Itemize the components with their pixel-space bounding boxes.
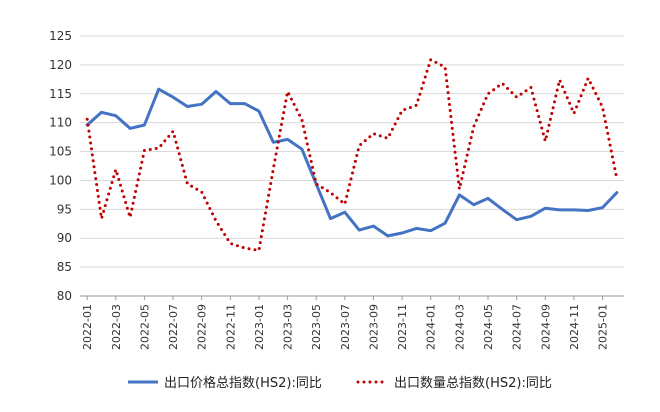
x-tick-2024-01: 2024-01	[425, 304, 438, 350]
y-tick-120: 120	[49, 58, 72, 72]
x-tick-2023-01: 2023-01	[253, 304, 266, 350]
series-lines	[85, 58, 619, 252]
legend-label-quantity: 出口数量总指数(HS2):同比	[394, 376, 552, 391]
y-tick-105: 105	[49, 145, 72, 159]
y-tick-115: 115	[49, 87, 72, 101]
x-tick-2023-03: 2023-03	[282, 304, 295, 350]
series-line-price-index	[85, 87, 619, 238]
legend-label-price: 出口价格总指数(HS2):同比	[164, 375, 322, 391]
y-tick-100: 100	[49, 173, 72, 187]
grid-lines	[80, 35, 624, 268]
y-axis-ticks: 80 85 90 95 100 105 110 115 120 125	[49, 29, 72, 303]
x-tick-2022-07: 2022-07	[167, 304, 180, 350]
x-tick-2022-11: 2022-11	[224, 304, 237, 350]
x-tick-2022-03: 2022-03	[110, 304, 123, 350]
x-tick-2023-09: 2023-09	[367, 304, 380, 350]
x-tick-2023-05: 2023-05	[310, 304, 323, 350]
x-tick-2024-07: 2024-07	[511, 304, 524, 350]
x-tick-2025-01: 2025-01	[597, 304, 610, 350]
y-tick-110: 110	[49, 116, 72, 130]
y-tick-95: 95	[57, 202, 72, 216]
y-tick-85: 85	[57, 260, 72, 274]
x-tick-2024-03: 2024-03	[453, 304, 466, 350]
x-tick-2023-07: 2023-07	[339, 304, 352, 350]
x-tick-2024-05: 2024-05	[482, 304, 495, 350]
x-tick-2022-01: 2022-01	[81, 304, 94, 350]
x-tick-2024-09: 2024-09	[539, 304, 552, 350]
x-tick-2024-11: 2024-11	[568, 304, 581, 350]
y-tick-80: 80	[57, 289, 72, 303]
x-tick-2022-09: 2022-09	[196, 304, 209, 350]
y-tick-125: 125	[49, 29, 72, 43]
legend: 出口价格总指数(HS2):同比 出口数量总指数(HS2):同比	[128, 375, 552, 391]
x-tick-2022-05: 2022-05	[138, 304, 151, 350]
x-tick-2023-11: 2023-11	[396, 304, 409, 350]
x-axis-ticks: 2022-01 2022-03 2022-05 2022-07 2022-09 2022-…	[81, 296, 610, 350]
y-tick-90: 90	[57, 231, 72, 245]
